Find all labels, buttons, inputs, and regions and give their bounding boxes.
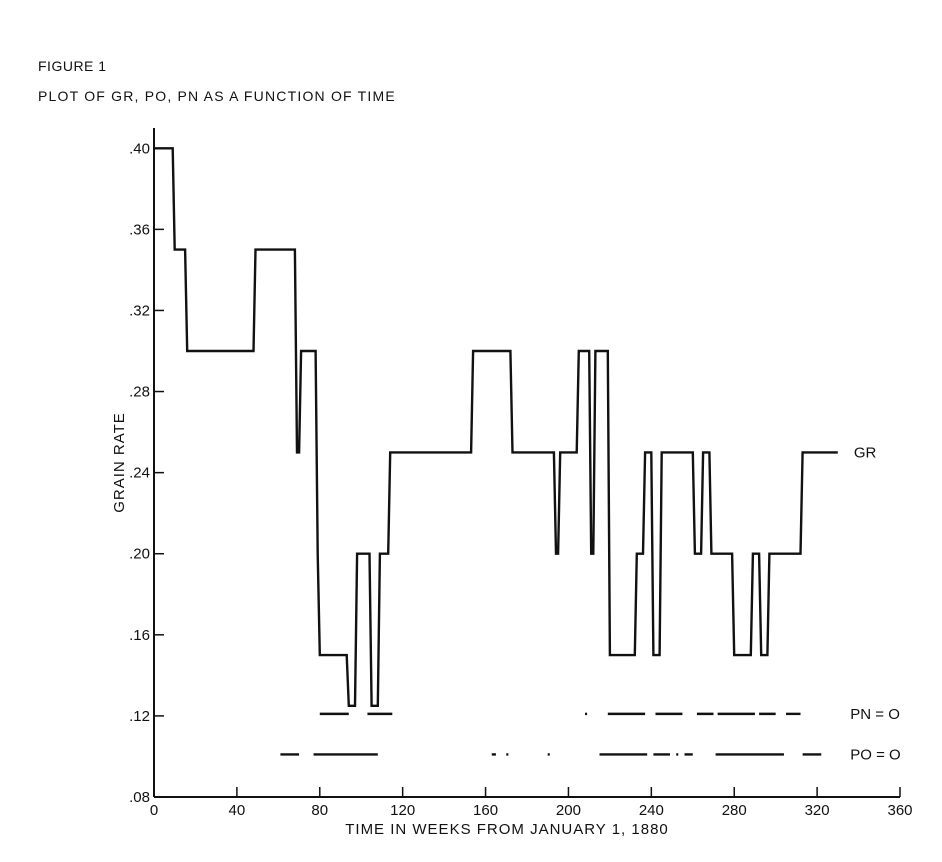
pn-series-label: PN = O [850, 706, 900, 723]
y-tick-label: .28 [129, 384, 150, 401]
x-tick-label: 80 [311, 802, 328, 819]
gr-series-line [154, 147, 838, 707]
y-tick-label: .20 [129, 546, 150, 563]
gr-series-label: GR [854, 444, 877, 461]
x-tick-label: 0 [150, 802, 158, 819]
x-ticks: 0 40 80 120 160 200 240 280 320 360 [150, 787, 913, 819]
x-tick-label: 120 [390, 802, 415, 819]
axes [153, 128, 900, 798]
y-tick-label: .32 [129, 302, 150, 319]
figure-label: FIGURE 1 [38, 58, 107, 74]
x-tick-label: 40 [229, 802, 246, 819]
figure-title: PLOT OF GR, PO, PN AS A FUNCTION OF TIME [38, 88, 396, 104]
x-tick-label: 160 [473, 802, 498, 819]
y-tick-label: .24 [129, 465, 150, 482]
x-axis-label: TIME IN WEEKS FROM JANUARY 1, 1880 [345, 821, 669, 838]
po-series-label: PO = O [850, 746, 900, 763]
y-tick-label: .40 [129, 140, 150, 157]
x-tick-label: 280 [722, 802, 747, 819]
series-layer: GR PN = O PO = O [154, 147, 901, 763]
y-tick-label: .16 [129, 627, 150, 644]
y-axis-label: GRAIN RATE [111, 412, 128, 513]
x-tick-label: 360 [887, 802, 912, 819]
y-tick-label: .08 [129, 789, 150, 806]
y-ticks: .08 .12 .16 .20 .24 .28 .32 .36 .40 [129, 140, 164, 806]
y-tick-label: .36 [129, 221, 150, 238]
x-tick-label: 200 [556, 802, 581, 819]
x-tick-label: 240 [639, 802, 664, 819]
x-tick-label: 320 [805, 802, 830, 819]
y-tick-label: .12 [129, 708, 150, 725]
